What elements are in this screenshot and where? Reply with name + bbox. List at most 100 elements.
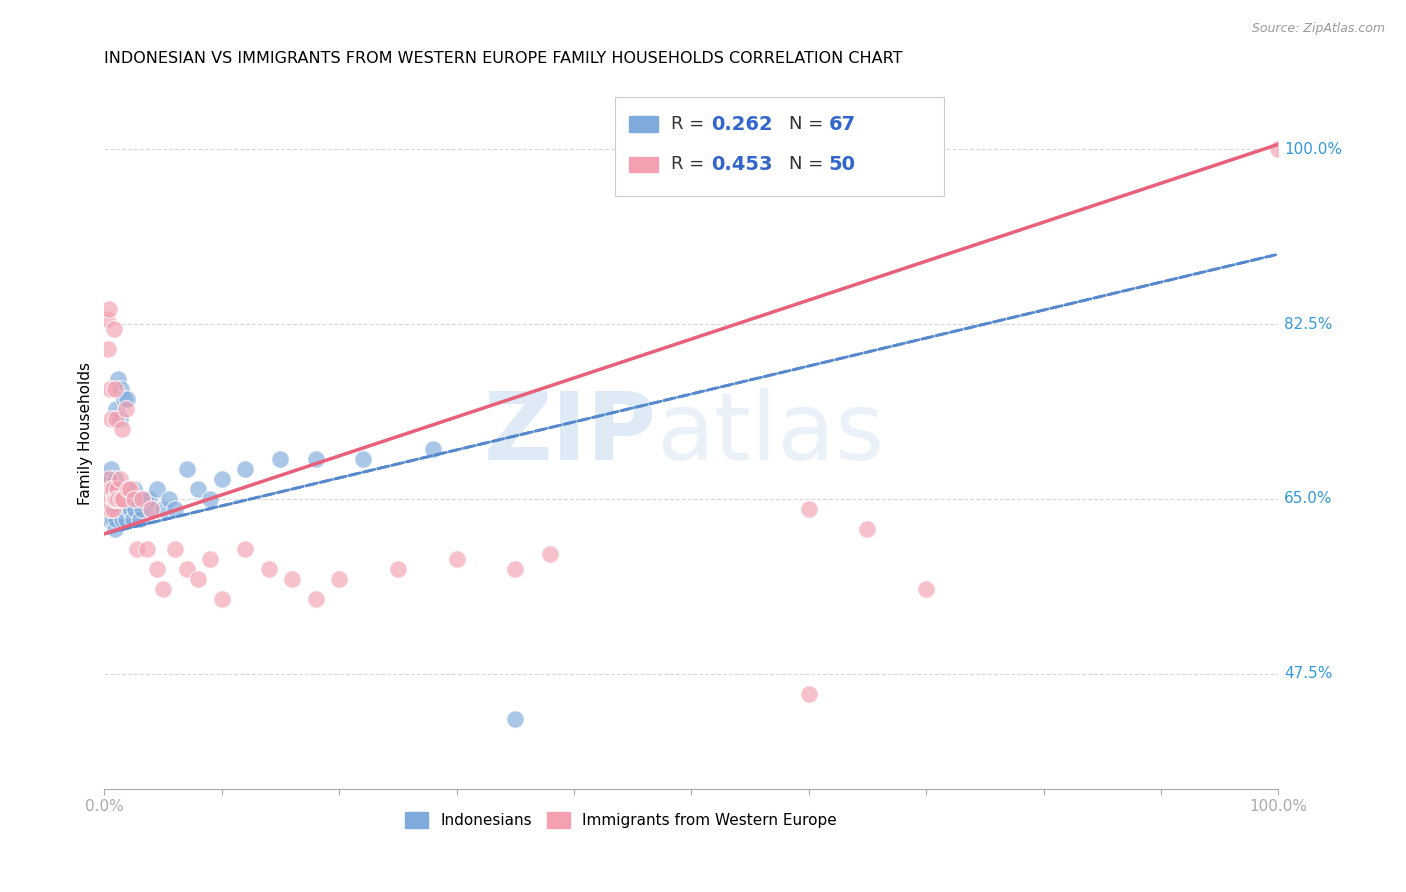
- Text: 0.262: 0.262: [711, 114, 773, 134]
- Point: [98, 491, 121, 506]
- Text: 0.453: 0.453: [711, 155, 773, 174]
- Point: [163, 541, 186, 556]
- Point: [103, 322, 125, 336]
- Point: [100, 412, 122, 426]
- Point: [110, 491, 132, 506]
- Point: [187, 482, 209, 496]
- Point: [187, 572, 209, 586]
- Point: [120, 491, 142, 506]
- Point: [117, 491, 139, 506]
- Point: [118, 501, 141, 516]
- Point: [103, 491, 125, 506]
- Point: [115, 392, 138, 406]
- Point: [94, 491, 117, 506]
- Point: [540, 547, 562, 561]
- Point: [101, 482, 124, 496]
- Point: [1267, 142, 1289, 156]
- Text: R =: R =: [672, 115, 710, 133]
- Point: [103, 491, 125, 506]
- Point: [105, 491, 128, 506]
- Point: [121, 512, 143, 526]
- Text: N =: N =: [789, 115, 828, 133]
- Point: [112, 392, 135, 406]
- Point: [108, 472, 131, 486]
- Point: [233, 462, 256, 476]
- Point: [856, 522, 879, 536]
- Point: [127, 541, 149, 556]
- Point: [111, 512, 134, 526]
- Point: [503, 712, 526, 726]
- Point: [98, 491, 121, 506]
- Point: [117, 482, 139, 496]
- Point: [105, 412, 128, 426]
- Point: [122, 491, 145, 506]
- Point: [124, 501, 146, 516]
- Point: [104, 522, 127, 536]
- Point: [503, 562, 526, 576]
- Point: [101, 501, 124, 516]
- Point: [134, 491, 156, 506]
- Point: [103, 501, 125, 516]
- Point: [112, 491, 135, 506]
- Point: [141, 501, 163, 516]
- Point: [105, 401, 128, 416]
- Point: [141, 501, 163, 516]
- Bar: [628, 157, 658, 172]
- Point: [98, 501, 121, 516]
- Point: [98, 382, 121, 396]
- Point: [138, 491, 160, 506]
- Point: [97, 342, 120, 356]
- Point: [107, 372, 129, 386]
- Point: [108, 501, 131, 516]
- Point: [96, 472, 118, 486]
- Point: [98, 482, 121, 496]
- Point: [305, 451, 328, 466]
- Point: [797, 501, 820, 516]
- Point: [257, 562, 280, 576]
- Point: [97, 491, 120, 506]
- Point: [152, 582, 174, 596]
- Point: [198, 491, 221, 506]
- Point: [328, 572, 350, 586]
- Point: [111, 491, 134, 506]
- Text: 82.5%: 82.5%: [1284, 317, 1333, 332]
- Text: N =: N =: [789, 155, 828, 173]
- Text: ZIP: ZIP: [484, 388, 657, 480]
- Point: [100, 501, 122, 516]
- Point: [211, 472, 233, 486]
- Point: [135, 541, 157, 556]
- Point: [107, 491, 129, 506]
- Point: [98, 512, 121, 526]
- Point: [110, 491, 132, 506]
- Point: [157, 491, 180, 506]
- Point: [107, 491, 129, 506]
- Text: atlas: atlas: [657, 388, 884, 480]
- Point: [797, 687, 820, 701]
- Point: [269, 451, 291, 466]
- Point: [96, 312, 118, 326]
- Point: [98, 472, 121, 486]
- Point: [305, 591, 328, 606]
- Point: [98, 501, 121, 516]
- Point: [101, 501, 124, 516]
- Point: [105, 482, 128, 496]
- Point: [120, 501, 142, 516]
- FancyBboxPatch shape: [614, 97, 943, 196]
- Text: 47.5%: 47.5%: [1284, 666, 1333, 681]
- Y-axis label: Family Households: Family Households: [79, 362, 93, 506]
- Point: [98, 472, 121, 486]
- Point: [163, 501, 186, 516]
- Point: [152, 501, 174, 516]
- Point: [176, 562, 198, 576]
- Point: [281, 572, 304, 586]
- Bar: [628, 116, 658, 132]
- Text: 65.0%: 65.0%: [1284, 491, 1333, 507]
- Point: [105, 482, 128, 496]
- Point: [146, 482, 169, 496]
- Point: [100, 482, 122, 496]
- Point: [387, 562, 409, 576]
- Point: [105, 501, 128, 516]
- Point: [112, 501, 135, 516]
- Point: [114, 512, 136, 526]
- Text: INDONESIAN VS IMMIGRANTS FROM WESTERN EUROPE FAMILY HOUSEHOLDS CORRELATION CHART: INDONESIAN VS IMMIGRANTS FROM WESTERN EU…: [104, 51, 903, 66]
